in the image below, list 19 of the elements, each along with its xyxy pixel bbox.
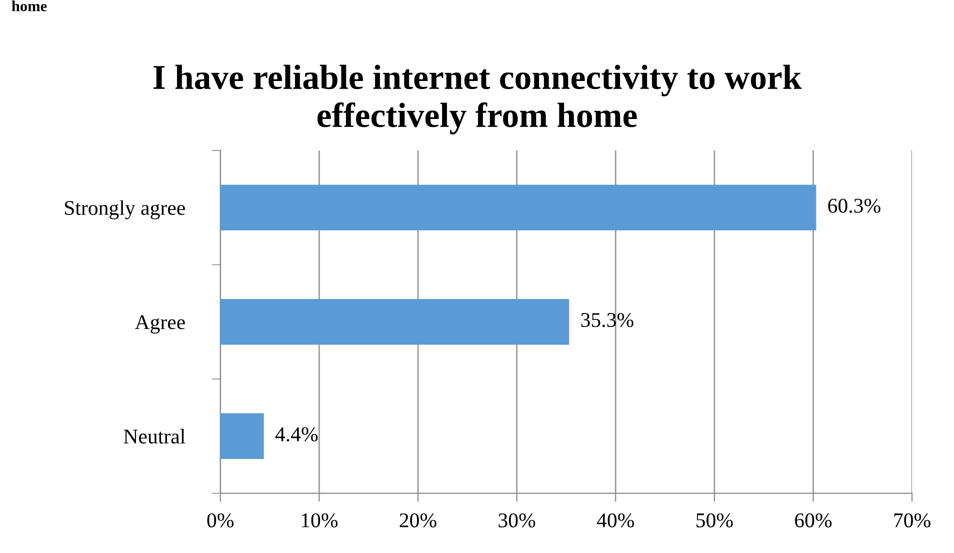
y-tick-label: Strongly agree <box>64 200 185 220</box>
data-label: 60.3% <box>828 198 880 213</box>
x-tick-label: 10% <box>302 513 338 528</box>
bar <box>220 298 570 345</box>
x-tick-label: 50% <box>696 513 733 528</box>
bar <box>220 184 816 230</box>
bar <box>220 413 264 459</box>
x-tick-label: 30% <box>498 513 536 528</box>
x-tick-label: 60% <box>795 513 832 528</box>
x-tick-label: 40% <box>596 513 634 528</box>
x-tick-label: 20% <box>400 513 436 528</box>
y-tick-label: Agree <box>134 315 185 334</box>
x-tick-label: 70% <box>894 513 930 528</box>
data-label: 35.3% <box>581 313 634 328</box>
x-tick-label: 0% <box>207 513 234 528</box>
chart-title: I have reliable internet connectivity to work effectively from home <box>153 64 802 134</box>
text: home <box>12 0 47 12</box>
y-tick-label: Neutral <box>124 428 186 444</box>
data-label: 4.4% <box>275 427 318 442</box>
